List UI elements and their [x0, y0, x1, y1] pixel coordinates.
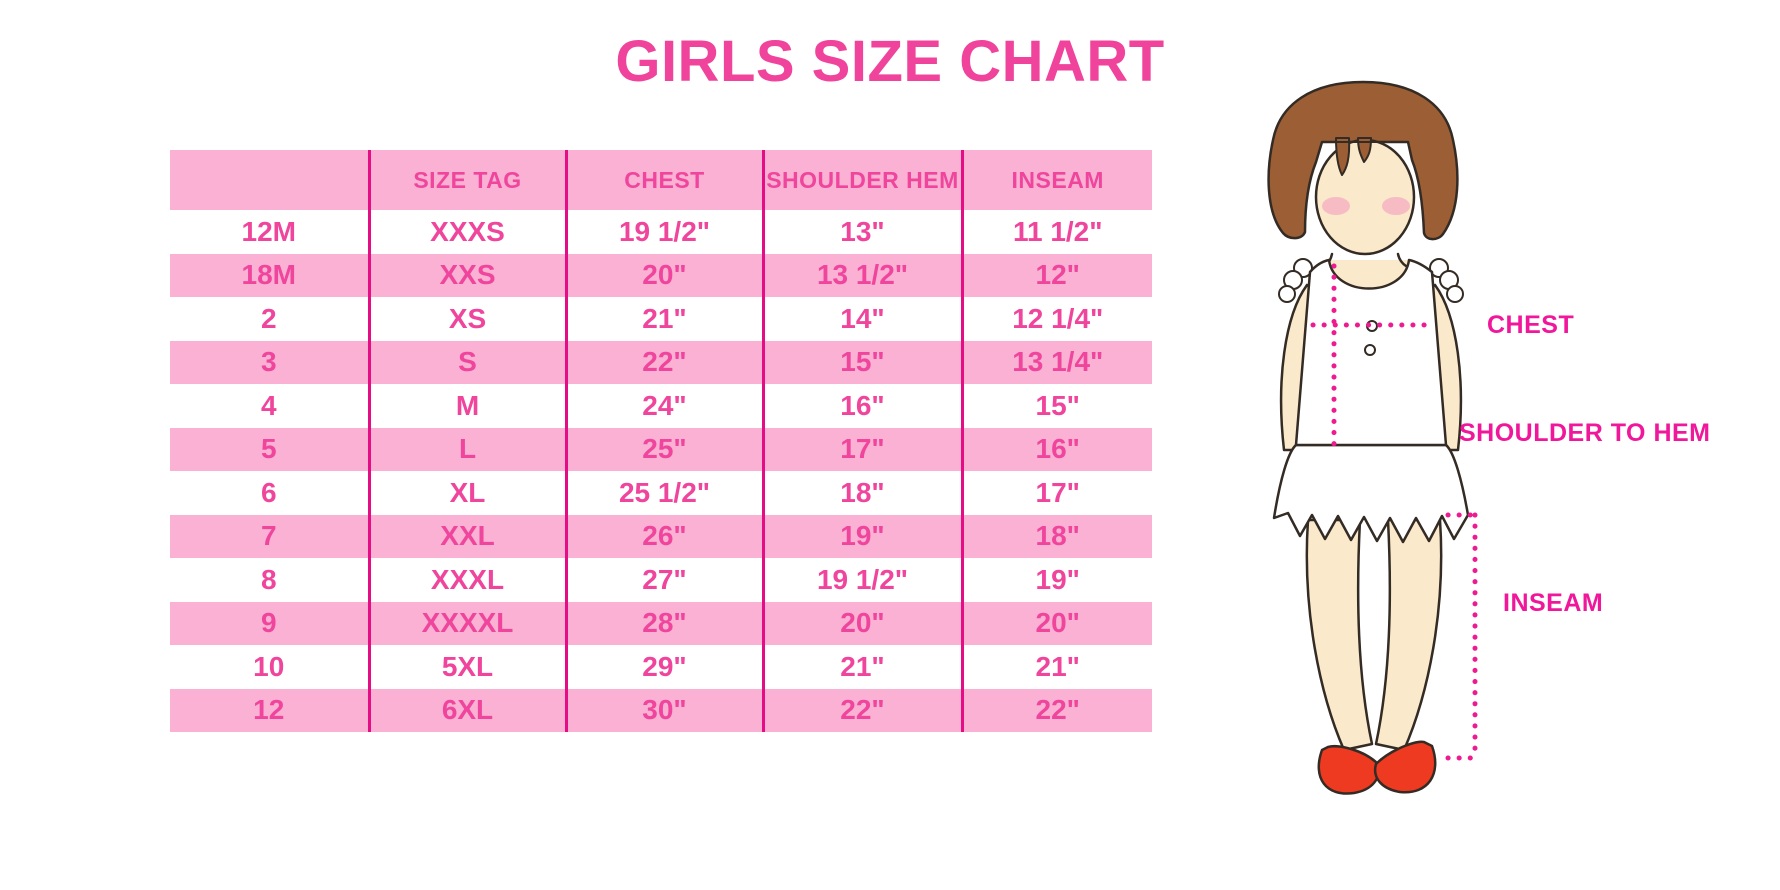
table-cell: 18" — [960, 514, 1152, 558]
column-header-size — [170, 150, 369, 210]
table-cell: 20" — [960, 601, 1152, 645]
table-cell: 17" — [761, 427, 962, 471]
table-cell: 21" — [564, 297, 763, 341]
table-cell: 19" — [761, 514, 962, 558]
table-cell: 20" — [564, 253, 763, 297]
table-cell: 17" — [960, 471, 1152, 515]
table-cell: 24" — [564, 384, 763, 428]
table-cell: 22" — [564, 340, 763, 384]
table-row: 3 S 22" 15" 13 1/4" — [170, 340, 1152, 384]
table-cell: 18M — [170, 253, 369, 297]
size-table: SIZE TAG CHEST SHOULDER HEM INSEAM 12M XXXS 1… — [170, 150, 1152, 732]
table-cell: 28" — [564, 601, 763, 645]
right-leg — [1374, 518, 1443, 752]
table-cell: L — [367, 427, 566, 471]
table-cell: 12 1/4" — [960, 297, 1152, 341]
table-row: 7 XXL 26" 19" 18" — [170, 514, 1152, 558]
table-cell: 27" — [564, 558, 763, 602]
table-cell: 13 1/2" — [761, 253, 962, 297]
column-header-size-tag: SIZE TAG — [367, 150, 566, 210]
right-shoe — [1373, 740, 1437, 794]
left-leg — [1305, 518, 1374, 752]
table-row: 8 XXXL 27" 19 1/2" 19" — [170, 558, 1152, 602]
table-cell: 13 1/4" — [960, 340, 1152, 384]
table-cell: XS — [367, 297, 566, 341]
table-cell: 2 — [170, 297, 369, 341]
column-header-chest: CHEST — [564, 150, 763, 210]
table-cell: 9 — [170, 601, 369, 645]
table-row: 4 M 24" 16" 15" — [170, 384, 1152, 428]
table-cell: 13" — [761, 210, 962, 254]
table-cell: XXL — [367, 514, 566, 558]
left-shoe — [1317, 745, 1381, 795]
table-row: 12 6XL 30" 22" 22" — [170, 688, 1152, 732]
table-cell: 8 — [170, 558, 369, 602]
table-cell: 26" — [564, 514, 763, 558]
table-cell: M — [367, 384, 566, 428]
table-row: 6 XL 25 1/2" 18" 17" — [170, 471, 1152, 515]
table-cell: 10 — [170, 645, 369, 689]
table-cell: 12" — [960, 253, 1152, 297]
table-cell: 22" — [761, 688, 962, 732]
table-row: 5 L 25" 17" 16" — [170, 427, 1152, 471]
table-cell: 16" — [960, 427, 1152, 471]
table-cell: 30" — [564, 688, 763, 732]
table-cell: 19 1/2" — [564, 210, 763, 254]
table-cell: 21" — [761, 645, 962, 689]
table-cell: 19 1/2" — [761, 558, 962, 602]
size-table-body: 12M XXXS 19 1/2" 13" 11 1/2" 18M XXS 20" 13 1/2"… — [170, 210, 1152, 732]
bangs-strand — [1335, 137, 1351, 176]
table-cell: 7 — [170, 514, 369, 558]
table-cell: 12M — [170, 210, 369, 254]
table-cell: 22" — [960, 688, 1152, 732]
size-table-header: SIZE TAG CHEST SHOULDER HEM INSEAM — [170, 150, 1152, 210]
table-cell: 25 1/2" — [564, 471, 763, 515]
table-row: 2 XS 21" 14" 12 1/4" — [170, 297, 1152, 341]
table-cell: 12 — [170, 688, 369, 732]
shoulder-to-hem-label: SHOULDER TO HEM — [1459, 419, 1711, 447]
table-cell: 15" — [960, 384, 1152, 428]
table-cell: 25" — [564, 427, 763, 471]
table-cell: 11 1/2" — [960, 210, 1152, 254]
table-cell: XL — [367, 471, 566, 515]
table-cell: XXXL — [367, 558, 566, 602]
table-cell: 5 — [170, 427, 369, 471]
table-row: 12M XXXS 19 1/2" 13" 11 1/2" — [170, 210, 1152, 254]
column-header-inseam: INSEAM — [960, 150, 1152, 210]
chest-label: CHEST — [1487, 311, 1575, 339]
table-cell: 18" — [761, 471, 962, 515]
table-cell: 5XL — [367, 645, 566, 689]
table-cell: 6 — [170, 471, 369, 515]
table-row: 18M XXS 20" 13 1/2" 12" — [170, 253, 1152, 297]
table-cell: 19" — [960, 558, 1152, 602]
table-cell: 6XL — [367, 688, 566, 732]
table-cell: 29" — [564, 645, 763, 689]
table-cell: 4 — [170, 384, 369, 428]
inseam-label: INSEAM — [1503, 589, 1604, 617]
column-header-shoulder-hem: SHOULDER HEM — [761, 150, 962, 210]
table-cell: 16" — [761, 384, 962, 428]
header-row: SIZE TAG CHEST SHOULDER HEM INSEAM — [170, 150, 1152, 210]
table-cell: 15" — [761, 340, 962, 384]
table-cell: S — [367, 340, 566, 384]
table-cell: 21" — [960, 645, 1152, 689]
size-table-container: SIZE TAG CHEST SHOULDER HEM INSEAM 12M XXXS 1… — [170, 150, 1152, 732]
table-cell: XXXS — [367, 210, 566, 254]
skirt — [1272, 443, 1470, 544]
table-cell: 3 — [170, 340, 369, 384]
table-row: 10 5XL 29" 21" 21" — [170, 645, 1152, 689]
table-cell: 20" — [761, 601, 962, 645]
table-cell: XXS — [367, 253, 566, 297]
hair — [1267, 80, 1459, 241]
table-cell: 14" — [761, 297, 962, 341]
table-row: 9 XXXXL 28" 20" 20" — [170, 601, 1152, 645]
table-cell: XXXXL — [367, 601, 566, 645]
page-title: GIRLS SIZE CHART — [615, 29, 1165, 94]
bangs-strand — [1357, 137, 1372, 163]
girl-measurement-illustration — [1267, 80, 1483, 795]
